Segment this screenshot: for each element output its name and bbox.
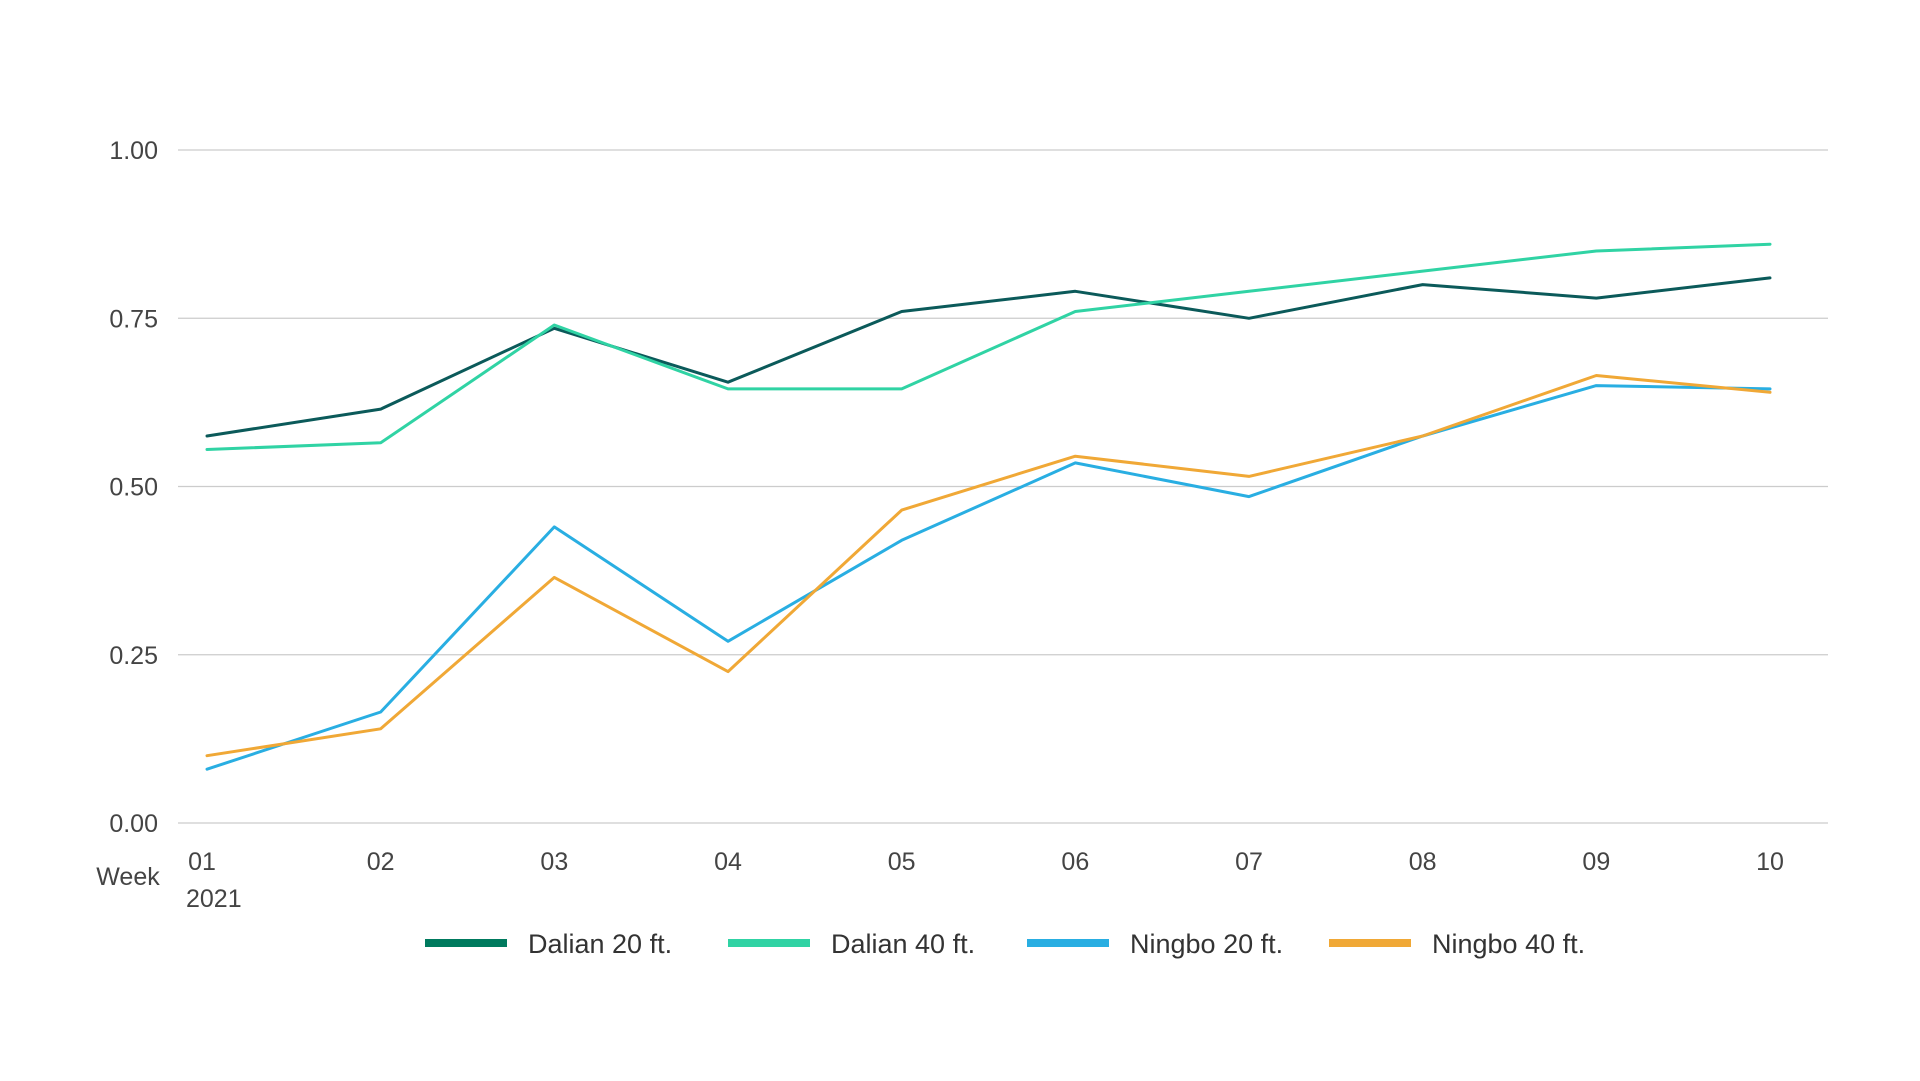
x-tick-label: 06: [1061, 848, 1089, 876]
x-tick-label: 05: [888, 848, 916, 876]
x-axis-year-label: 2021: [186, 885, 242, 913]
x-tick-label: 02: [367, 848, 395, 876]
series-lines: [205, 242, 1772, 771]
y-tick-label: 1.00: [109, 137, 158, 165]
grid-lines: [178, 149, 1828, 824]
y-axis-ticks: 0.00 0.25 0.50 0.75 1.00: [109, 137, 158, 838]
legend-label: Ningbo 40 ft.: [1432, 929, 1585, 959]
series-line-ningbo-20-ft: [205, 384, 1772, 771]
legend-label: Dalian 20 ft.: [528, 929, 672, 959]
legend-label: Ningbo 20 ft.: [1130, 929, 1283, 959]
x-tick-label: 04: [714, 848, 742, 876]
legend: Dalian 20 ft. Dalian 40 ft. Ningbo 20 ft. N…: [425, 929, 1585, 959]
x-tick-label: 03: [540, 848, 568, 876]
x-axis-label: Week: [96, 863, 160, 891]
y-tick-label: 0.25: [109, 642, 158, 670]
y-tick-label: 0.50: [109, 474, 158, 502]
x-tick-label: 07: [1235, 848, 1263, 876]
x-tick-label: 10: [1756, 848, 1784, 876]
legend-label: Dalian 40 ft.: [831, 929, 975, 959]
series-line-dalian-20-ft: [205, 276, 1772, 438]
y-tick-label: 0.00: [109, 810, 158, 838]
x-axis-ticks: 01 02 03 04 05 06 07 08 09 10: [188, 848, 1784, 876]
x-tick-label: 08: [1409, 848, 1437, 876]
x-tick-label: 09: [1582, 848, 1610, 876]
y-tick-label: 0.75: [109, 305, 158, 333]
x-tick-label: 01: [188, 848, 216, 876]
series-line-ningbo-40-ft: [205, 374, 1772, 758]
series-line-dalian-40-ft: [205, 242, 1772, 451]
